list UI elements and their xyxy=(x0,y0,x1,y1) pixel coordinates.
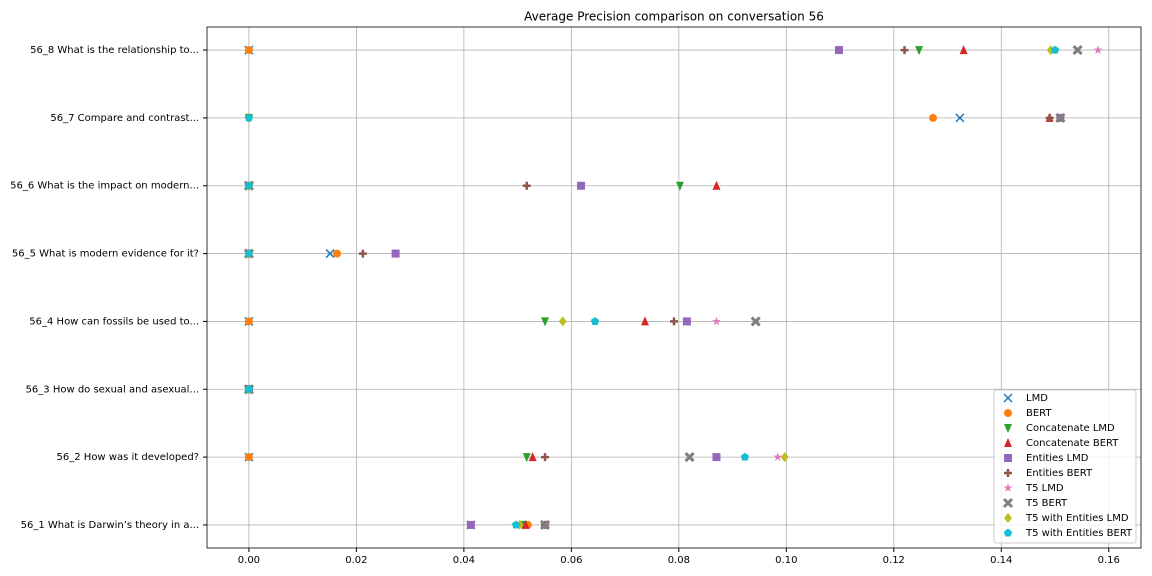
legend-label: Entities BERT xyxy=(1026,468,1093,479)
legend-marker xyxy=(1003,483,1013,492)
x-tick-label: 0.14 xyxy=(990,555,1012,566)
point xyxy=(929,113,938,122)
legend-box xyxy=(993,389,1137,544)
point xyxy=(670,317,678,326)
point xyxy=(959,45,968,55)
plot-frame xyxy=(206,26,1142,549)
point xyxy=(521,519,530,529)
point xyxy=(1050,45,1060,54)
point xyxy=(780,452,789,463)
legend-label: T5 with Entities LMD xyxy=(1025,513,1129,524)
legend-marker xyxy=(1004,469,1012,477)
point xyxy=(541,453,550,462)
chart-title: Average Precision comparison on conversa… xyxy=(524,10,824,24)
point xyxy=(834,46,843,55)
x-tick-label: 0.02 xyxy=(345,555,367,566)
y-tick-label: 56_2 How was it developed? xyxy=(57,452,199,463)
point xyxy=(244,453,253,462)
legend-label: BERT xyxy=(1026,408,1052,419)
y-tick-label: 56_4 How can fossils be used to... xyxy=(29,316,199,327)
point xyxy=(539,519,551,530)
point xyxy=(750,316,761,327)
x-tick-label: 0.00 xyxy=(238,555,260,566)
point xyxy=(244,384,254,393)
point xyxy=(590,317,600,325)
point xyxy=(244,317,253,326)
x-tick-label: 0.12 xyxy=(883,555,905,566)
point xyxy=(522,453,531,463)
point xyxy=(511,520,521,529)
point xyxy=(1045,113,1054,122)
point xyxy=(640,316,649,326)
point xyxy=(684,452,695,463)
y-tick-label: 56_7 Compare and contrast... xyxy=(50,113,199,124)
point xyxy=(740,452,750,461)
y-tick-label: 56_1 What is Darwin’s theory in a... xyxy=(21,520,199,531)
point xyxy=(244,113,254,122)
legend-marker xyxy=(1004,424,1012,433)
point xyxy=(1072,45,1083,56)
legend-marker xyxy=(1002,497,1014,509)
point xyxy=(541,317,550,327)
point xyxy=(325,249,335,259)
legend-marker xyxy=(1004,438,1012,447)
y-tick-label: 56_5 What is modern evidence for it? xyxy=(12,249,199,260)
point xyxy=(712,453,721,462)
legend-marker xyxy=(1004,454,1012,462)
point xyxy=(466,520,475,529)
y-tick-label: 56_6 What is the impact on modern... xyxy=(10,181,199,192)
point xyxy=(915,46,924,56)
point xyxy=(244,181,254,190)
legend-label: Concatenate BERT xyxy=(1026,438,1119,449)
point xyxy=(1055,112,1066,123)
point xyxy=(522,181,531,190)
point xyxy=(1093,45,1103,54)
point xyxy=(955,113,965,123)
legend-marker xyxy=(1004,513,1012,523)
point xyxy=(711,316,722,326)
x-tick-label: 0.06 xyxy=(560,555,582,566)
legend: LMD BERT Concatenate LMD Concatenate BERT En… xyxy=(993,389,1137,544)
point xyxy=(675,181,684,191)
point xyxy=(528,452,537,462)
x-tick-label: 0.10 xyxy=(775,555,797,566)
legend-label: Concatenate LMD xyxy=(1026,423,1115,434)
point xyxy=(773,452,783,461)
x-tick-label: 0.04 xyxy=(453,555,475,566)
x-tick-label: 0.08 xyxy=(668,555,690,566)
y-tick-label: 56_3 How do sexual and asexual... xyxy=(26,384,199,395)
point xyxy=(391,249,400,258)
point xyxy=(712,180,721,190)
x-tick-label: 0.16 xyxy=(1098,555,1120,566)
legend-marker xyxy=(1003,393,1013,403)
legend-label: T5 with Entities BERT xyxy=(1025,528,1133,539)
point xyxy=(244,249,254,258)
y-tick-label: 56_8 What is the relationship to... xyxy=(30,45,199,56)
legend-label: LMD xyxy=(1026,393,1048,404)
legend-label: Entities LMD xyxy=(1026,453,1089,464)
legend-marker xyxy=(1004,409,1012,417)
legend-marker xyxy=(1003,528,1013,537)
legend-label: T5 LMD xyxy=(1025,483,1064,494)
point xyxy=(577,181,586,190)
point xyxy=(900,46,909,55)
point xyxy=(682,317,691,326)
point xyxy=(558,316,567,327)
point xyxy=(358,249,367,258)
point xyxy=(244,46,253,55)
legend-label: T5 BERT xyxy=(1025,498,1068,509)
point xyxy=(333,249,342,258)
